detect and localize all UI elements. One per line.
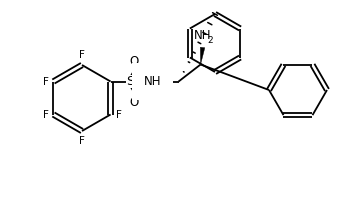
- Polygon shape: [200, 47, 205, 65]
- Text: NH: NH: [194, 29, 211, 42]
- Text: S: S: [126, 75, 135, 88]
- Text: F: F: [116, 109, 121, 120]
- Text: F: F: [79, 50, 85, 60]
- Text: O: O: [129, 95, 138, 109]
- Text: O: O: [129, 54, 138, 68]
- Text: F: F: [43, 109, 48, 120]
- Text: F: F: [79, 136, 85, 146]
- Text: NH: NH: [144, 75, 161, 88]
- Text: F: F: [43, 76, 48, 87]
- Text: 2: 2: [208, 35, 213, 45]
